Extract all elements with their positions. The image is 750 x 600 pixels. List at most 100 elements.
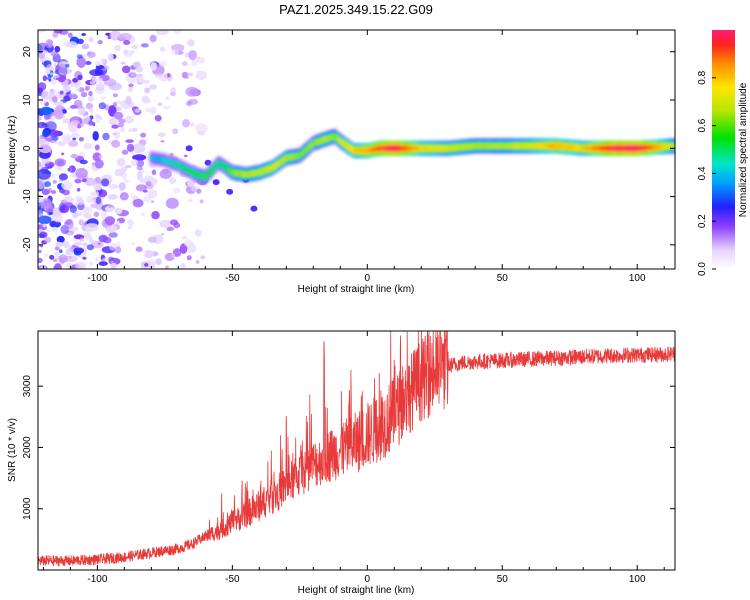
spectrogram-noise-blob: [52, 180, 58, 184]
spectrogram-noise-blob: [58, 173, 68, 181]
spectrogram-noise-blob: [85, 87, 89, 91]
spectrogram-noise-blob: [147, 188, 158, 199]
spectrogram-noise-blob: [79, 236, 85, 242]
spectrogram-noise-blob: [63, 41, 72, 47]
spectrogram-noise-blob: [63, 95, 70, 102]
spectrogram-noise-blob: [154, 73, 163, 79]
spectrogram-noise-blob: [135, 66, 143, 73]
spectrogram-noise-blob: [130, 242, 136, 246]
spectrogram-noise-blob: [66, 107, 71, 110]
spectrogram-noise-blob: [38, 87, 44, 93]
spectrogram-noise-blob: [173, 187, 181, 194]
spectrogram-noise-blob: [125, 164, 132, 169]
spectrogram-noise-blob: [70, 226, 79, 232]
spectrogram-noise-blob: [144, 263, 149, 267]
spectrogram-y-axis-label: Frequency (Hz): [7, 116, 18, 185]
spectrogram-noise-blob: [163, 105, 171, 110]
spectrogram-noise-blob: [68, 255, 72, 259]
spectrogram-noise-blob: [169, 177, 177, 185]
spectrogram-noise-blob: [82, 242, 88, 247]
spectrogram-noise-blob: [74, 261, 87, 269]
spectrogram-noise-blob: [50, 72, 54, 76]
spectrogram-noise-blob: [105, 226, 117, 233]
spectrogram-noise-blob: [95, 60, 101, 66]
spectrogram-noise-blob: [97, 40, 103, 45]
spectrogram-noise-blob: [116, 220, 120, 225]
spectrogram-noise-blob: [120, 61, 126, 65]
spectrogram-noise-blob: [113, 131, 121, 139]
spectrogram-noise-blob: [181, 71, 188, 79]
spectrogram-noise-blob: [53, 214, 63, 223]
spectrogram-noise-blob: [91, 162, 95, 166]
spectrogram-noise-blob: [86, 244, 95, 251]
spectrogram-noise-blob: [61, 152, 65, 156]
spectrogram-noise-blob: [172, 128, 179, 135]
spectrogram-noise-blob: [56, 166, 63, 171]
spectrogram-noise-blob: [132, 198, 144, 208]
spectrogram-noise-blob: [78, 219, 84, 226]
spectrogram-noise-blob: [41, 122, 45, 127]
spectrogram-noise-blob: [172, 248, 182, 257]
spectrogram-noise-blob: [108, 256, 114, 262]
spectrogram-noise-blob: [144, 250, 154, 259]
spectrogram-noise-blob: [38, 168, 51, 180]
spectrogram-noise-blob: [42, 129, 50, 138]
spectrogram-noise-blob: [120, 127, 125, 133]
spectrogram-noise-blob: [165, 197, 179, 209]
spectrogram-noise-blob: [38, 257, 43, 263]
figure-title: PAZ1.2025.349.15.22.G09: [279, 2, 433, 17]
spectrogram-noise-blob: [88, 120, 94, 126]
spectrogram-noise-blob: [77, 108, 86, 116]
snr-panel: -100 -50 0 50 100 1000 2000 3000 Height of str…: [7, 330, 676, 596]
spectrogram-noise-blob: [150, 62, 158, 71]
spectrogram-noise-blob: [58, 254, 68, 263]
spectrogram-noise-blob: [157, 132, 166, 137]
spectrogram-noise-blob: [90, 198, 96, 202]
spectrogram-noise-blob: [90, 240, 104, 249]
spectrogram-noise-blob: [38, 215, 52, 225]
spectrogram-noise-blob: [40, 265, 46, 269]
spectrogram-noise-blob: [59, 188, 65, 194]
spectrogram-noise-blob: [134, 108, 141, 113]
spectrogram-noise-blob: [51, 226, 58, 232]
spectrogram-noise-blob: [160, 140, 165, 143]
spectrogram-noise-blob: [38, 205, 42, 210]
snr-y-axis-label: SNR (10 * v/v): [7, 418, 18, 482]
spectrogram-noise-blob: [76, 38, 84, 45]
spectrogram-noise-blob: [204, 159, 212, 166]
snr-y-tick-label: 2000: [22, 436, 33, 459]
spectrogram-noise-blob: [76, 56, 86, 68]
spectrogram-noise-blob: [85, 102, 94, 110]
spectrogram-noise-blob: [103, 236, 112, 244]
spectrogram-noise-blob: [119, 192, 129, 201]
spectrogram-noise-blob: [123, 50, 134, 58]
spectrogram-noise-blob: [96, 77, 104, 84]
spectrogram-noise-blob: [111, 124, 119, 129]
spectrogram-noise-blob: [94, 144, 100, 151]
spectrogram-noise-blob: [84, 223, 100, 232]
spectrogram-noise-blob: [139, 178, 148, 184]
spectrogram-noise-blob: [114, 207, 123, 215]
spectrogram-noise-blob: [141, 95, 150, 103]
spectrogram-noise-blob: [52, 258, 58, 263]
spectrogram-noise-blob: [41, 50, 49, 55]
spectrogram-noise-blob: [80, 91, 88, 98]
spectrogram-noise-blob: [46, 229, 51, 233]
spectrogram-noise-blob: [62, 118, 71, 124]
spectrogram-noise-blob: [55, 241, 64, 248]
spectrogram-noise-blob: [79, 159, 88, 165]
spectrogram-noise-blob: [50, 76, 57, 86]
spectrogram-noise-blob: [75, 84, 81, 92]
spectrogram-noise-blob: [82, 53, 88, 59]
spectrogram-x-tick-label: -100: [87, 273, 107, 284]
spectrogram-noise-blob: [140, 43, 149, 48]
spectrogram-noise-blob: [44, 115, 49, 121]
spectrogram-noise-blob: [86, 195, 94, 204]
spectrogram-noise-blob: [140, 79, 150, 84]
spectrogram-noise-blob: [54, 112, 63, 120]
spectrogram-noise-blob: [87, 51, 96, 58]
spectrogram-noise-blob: [101, 178, 110, 187]
spectrogram-noise-blob: [65, 64, 70, 68]
spectrogram-noise-blob: [54, 246, 60, 251]
spectrogram-noise-blob: [81, 33, 86, 36]
